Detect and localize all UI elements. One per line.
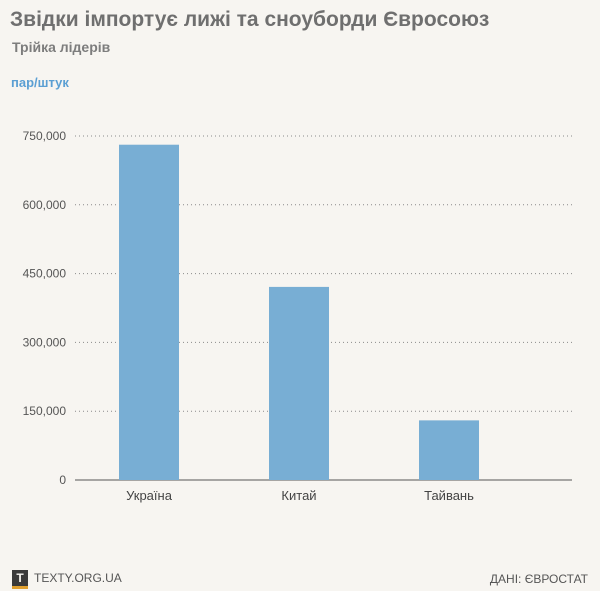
y-tick-label: 150,000 xyxy=(23,404,67,418)
bars xyxy=(119,144,479,480)
bar-2 xyxy=(269,286,329,480)
chart-title: Звідки імпортує лижі та сноуборди Євросо… xyxy=(10,8,490,31)
y-tick-label: 300,000 xyxy=(23,335,67,349)
y-tick-labels: 0 150,000 300,000 450,000 600,000 750,000 xyxy=(23,129,67,487)
y-axis-unit: пар/штук xyxy=(11,75,69,90)
bar-1 xyxy=(119,144,179,480)
logo-icon: T xyxy=(12,570,28,589)
data-source: ДАНІ: ЄВРОСТАТ xyxy=(489,572,588,586)
x-tick-labels: Україна Китай Тайвань xyxy=(126,488,474,503)
chart-subtitle: Трійка лідерів xyxy=(12,39,111,55)
x-tick-label: Китай xyxy=(281,488,316,503)
x-tick-label: Україна xyxy=(126,488,173,503)
y-tick-label: 0 xyxy=(59,473,66,487)
y-tick-label: 750,000 xyxy=(23,129,67,143)
bar-3 xyxy=(419,420,479,480)
x-tick-label: Тайвань xyxy=(424,488,474,503)
y-tick-label: 600,000 xyxy=(23,198,67,212)
site-name: TEXTY.ORG.UA xyxy=(34,571,122,585)
y-tick-label: 450,000 xyxy=(23,267,67,281)
site-logo[interactable]: T TEXTY.ORG.UA xyxy=(12,570,122,589)
